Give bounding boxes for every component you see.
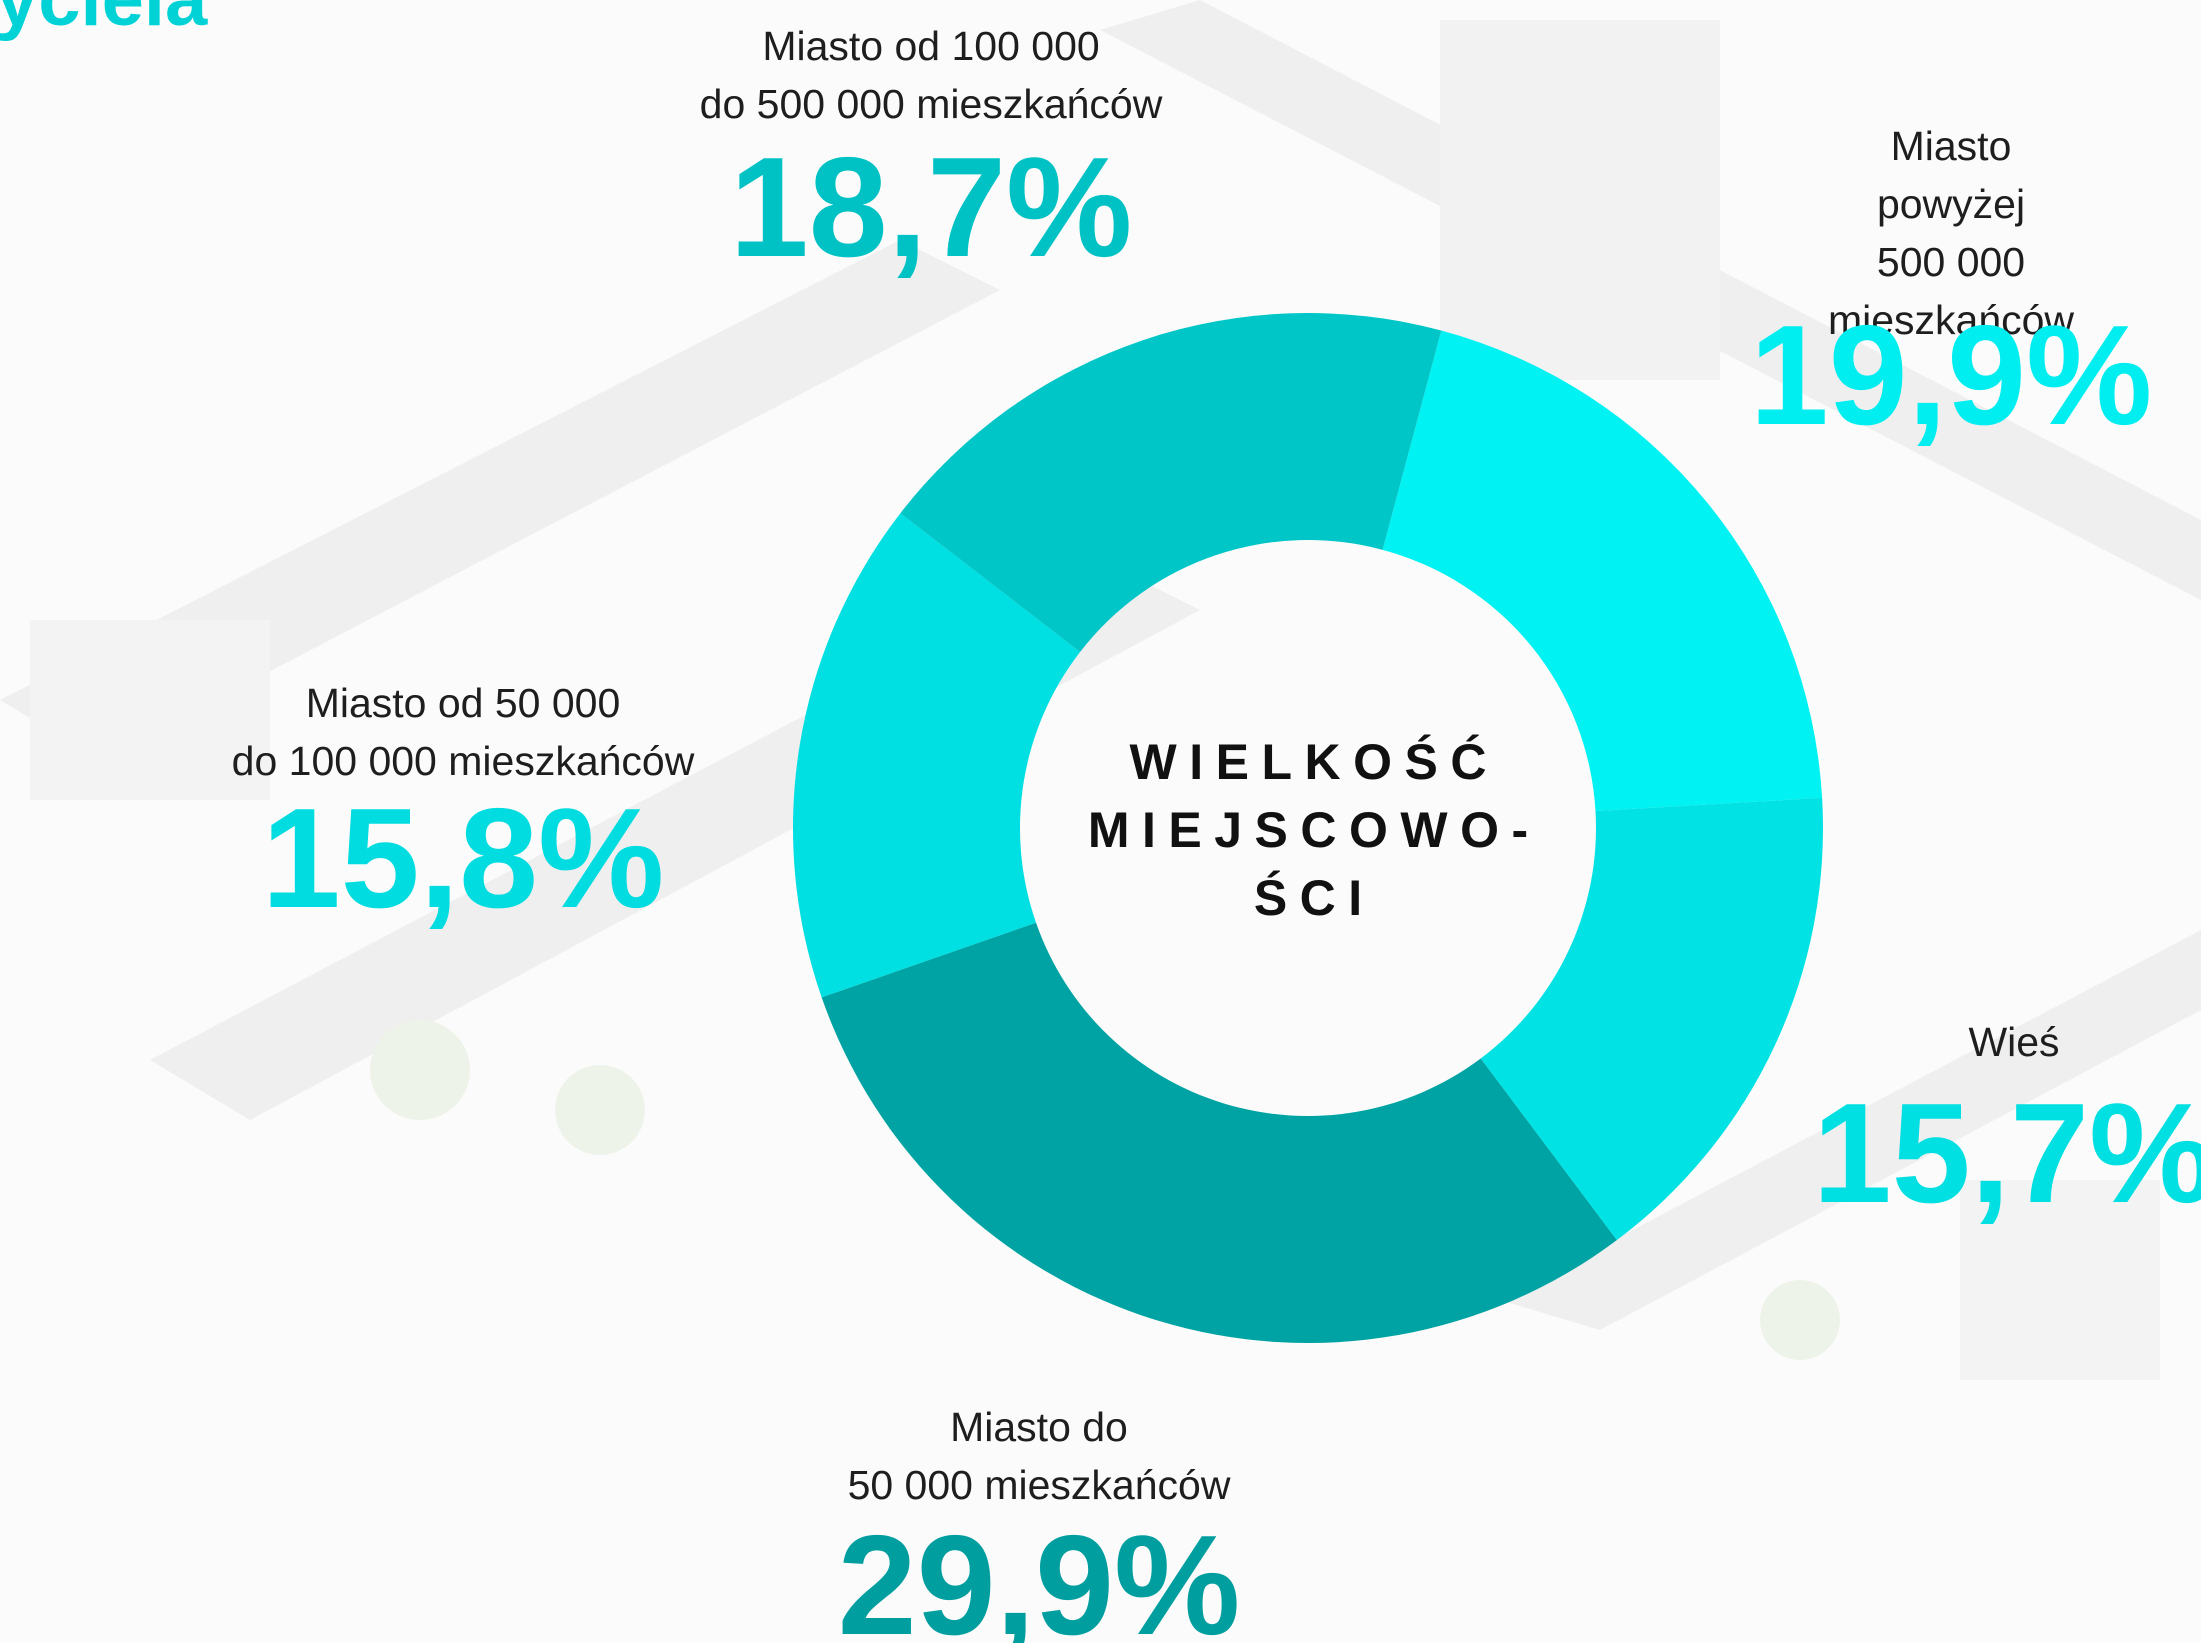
- background-tree: [555, 1065, 645, 1155]
- background-tree: [1760, 1280, 1840, 1360]
- header-fragment: yciela: [0, 0, 207, 43]
- value-label: 15,7%: [1813, 1083, 2201, 1225]
- value-label: 19,9%: [1750, 305, 2153, 447]
- background-tree: [370, 1020, 470, 1120]
- category-label: Miasto do 50 000 mieszkańców: [848, 1398, 1231, 1514]
- donut-slice: [822, 923, 1617, 1343]
- category-label: Miasto od 50 000 do 100 000 mieszkańców: [232, 674, 695, 790]
- chart-title: WIELKOŚĆ MIEJSCOWO- ŚCI: [1075, 728, 1540, 932]
- value-label: 29,9%: [838, 1515, 1241, 1643]
- value-label: 18,7%: [730, 137, 1133, 279]
- background-building: [1440, 20, 1720, 380]
- category-label: Wieś: [1968, 1013, 2059, 1071]
- value-label: 15,8%: [262, 788, 665, 930]
- category-label: Miasto od 100 000 do 500 000 mieszkańców: [700, 17, 1163, 133]
- infographic: yciela WIELKOŚĆ MIEJSCOWO- ŚCI Miasto po…: [0, 0, 2201, 1643]
